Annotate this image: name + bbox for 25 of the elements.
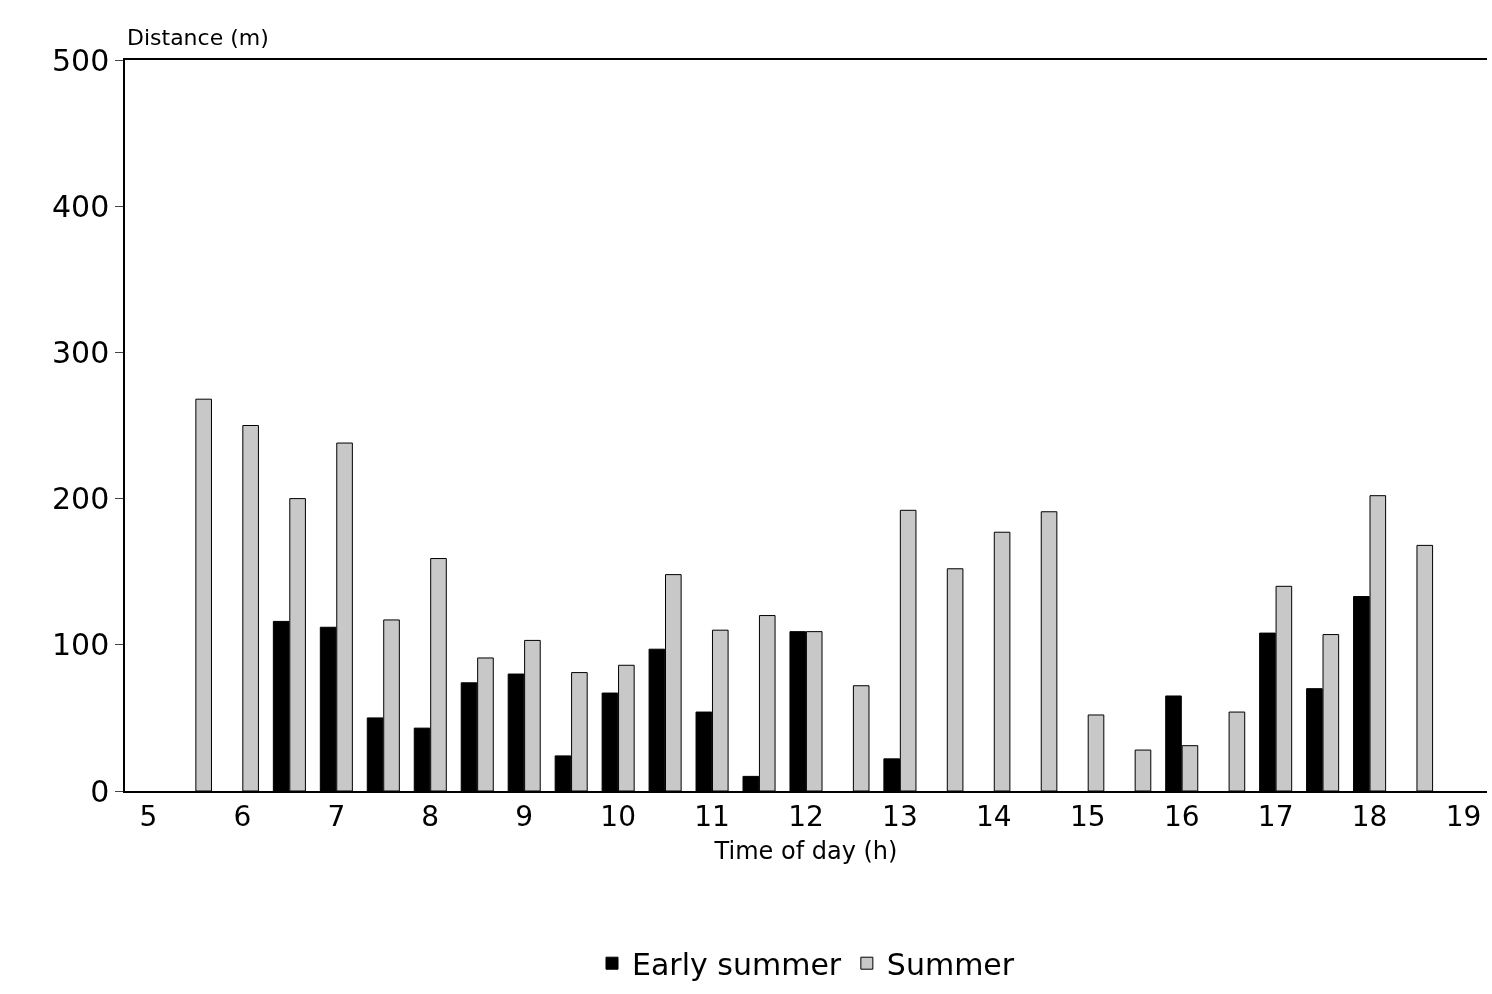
x-tick-label: 12 — [788, 800, 824, 834]
x-axis-title: Time of day (h) — [713, 837, 898, 866]
legend-label: Early summer — [632, 946, 842, 982]
y-tick-label: 100 — [51, 627, 110, 663]
x-tick-label: 9 — [515, 800, 534, 834]
x-tick-label: 18 — [1351, 800, 1388, 834]
x-tick-label: 19 — [1445, 800, 1482, 834]
x-tick-label: 15 — [1069, 800, 1106, 834]
y-tick-label: 300 — [51, 334, 110, 370]
x-tick-label: 8 — [421, 800, 440, 834]
x-tick-label: 13 — [882, 800, 918, 834]
x-tick-label: 10 — [600, 800, 636, 834]
legend-label: Summer — [886, 946, 1015, 982]
x-tick-label: 5 — [139, 800, 158, 834]
x-tick-label: 17 — [1257, 800, 1294, 834]
x-tick-label: 16 — [1163, 800, 1200, 834]
y-tick-label: 0 — [90, 773, 110, 809]
y-tick-label: 400 — [51, 188, 110, 224]
x-tick-label: 14 — [976, 800, 1012, 834]
x-tick-label: 6 — [233, 800, 252, 834]
y-axis-title: Distance (m) — [127, 25, 269, 50]
y-tick-label: 500 — [51, 42, 110, 78]
y-tick-label: 200 — [51, 481, 110, 517]
x-tick-label: 7 — [327, 800, 346, 834]
x-tick-label: 11 — [694, 800, 730, 834]
